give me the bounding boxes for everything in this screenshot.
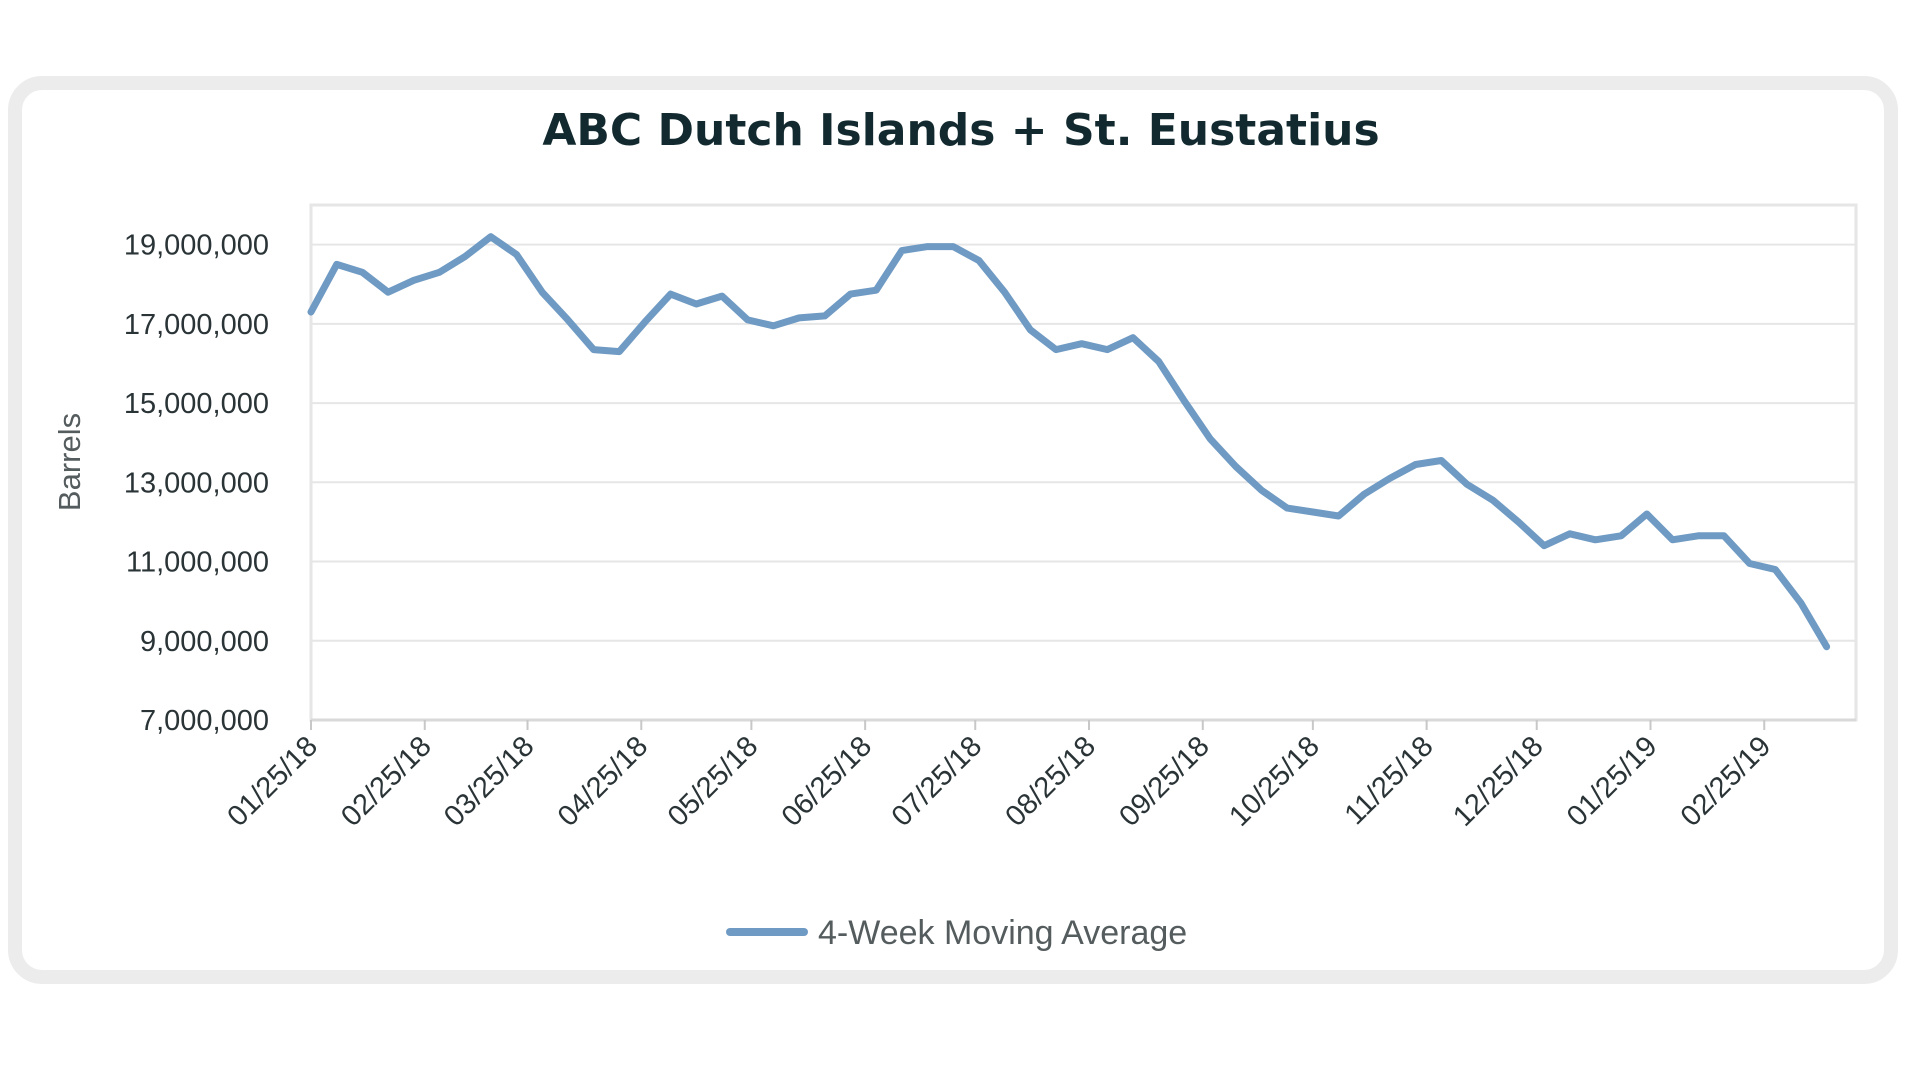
data-point [1002,290,1007,295]
data-point [334,262,339,267]
data-point [797,315,802,320]
y-tick-label: 17,000,000 [124,309,269,341]
data-point [1490,498,1495,503]
data-point [720,294,724,299]
x-tick-label: 03/25/18 [438,730,540,832]
x-tick-label: 06/25/18 [776,730,878,832]
data-point [771,323,776,328]
data-point [1413,462,1418,467]
data-point [1465,482,1469,487]
data-point [1079,341,1084,346]
series-line [307,233,1831,651]
x-tick-label: 05/25/18 [662,730,764,832]
x-tick-label: 01/25/19 [1561,730,1663,832]
y-tick-label: 11,000,000 [126,547,269,579]
chart-title: ABC Dutch Islands + St. Eustatius [542,105,1379,156]
data-point [1028,327,1033,332]
x-tick-label: 02/25/18 [335,730,437,832]
data-point [668,292,673,297]
data-point [694,302,699,306]
gridlines [311,243,1856,642]
x-tick-label: 04/25/18 [552,730,654,832]
data-point [1208,436,1213,441]
data-point [874,288,879,293]
data-point [514,252,519,257]
x-tick-label: 09/25/18 [1113,730,1215,832]
data-point [1310,510,1315,514]
y-tick-label: 9,000,000 [140,626,269,658]
data-point [1182,399,1187,404]
x-tick-label: 08/25/18 [1000,730,1102,832]
data-point [1362,492,1367,497]
data-point [617,349,622,354]
data-point [1285,506,1290,511]
data-point [463,254,468,259]
data-point [1799,601,1803,606]
data-point [1567,531,1572,536]
data-point [1439,458,1444,463]
data-point [1542,543,1547,548]
data-point [411,278,416,283]
data-point [1336,514,1341,518]
data-point [1696,533,1701,538]
data-point [745,317,750,322]
data-point [1105,347,1110,352]
x-tick-label: 10/25/18 [1223,730,1325,832]
y-tick-label: 19,000,000 [124,230,269,262]
legend-label: 4-Week Moving Average [818,914,1187,952]
data-point [848,292,853,297]
data-point [1387,476,1392,481]
data-point [1644,512,1649,516]
y-axis-label: Barrels [52,413,87,511]
data-point [591,347,596,352]
data-point [1721,533,1726,538]
data-point [565,317,570,322]
data-point [1747,561,1752,566]
data-point [360,270,365,275]
data-point [1516,519,1521,524]
data-point [951,244,956,249]
x-tick-label: 07/25/18 [886,730,988,832]
data-point [1593,537,1598,542]
x-tick-label: 11/25/18 [1339,730,1440,831]
data-point [1773,567,1778,572]
data-point [1670,537,1675,542]
x-tick-label: 01/25/18 [221,730,323,832]
data-point [1054,347,1058,352]
data-point [1259,488,1264,493]
data-point [540,290,545,295]
x-tick-label: 02/25/19 [1675,730,1777,832]
data-point [488,234,493,239]
legend: 4-Week Moving Average [726,914,1187,952]
data-point [1233,464,1238,469]
data-point [1131,335,1135,340]
data-point [1619,533,1624,538]
data-point [1824,644,1829,649]
y-tick-label: 7,000,000 [140,705,269,737]
series-group [307,233,1831,651]
data-point [1156,359,1161,364]
x-tick-label: 12/25/18 [1447,730,1549,832]
data-point [822,313,827,318]
data-point [309,310,313,314]
y-tick-label: 15,000,000 [124,388,269,420]
data-point [925,244,930,249]
data-point [386,290,391,295]
y-tick-label: 13,000,000 [124,467,269,499]
plot-area-frame [309,203,1858,722]
data-point [437,270,442,275]
data-point [899,248,904,253]
chart-card [8,76,1898,984]
data-point [976,258,981,263]
x-axis: 01/25/18 02/25/18 03/25/18 04/25/18 05/25/18… [221,718,1856,833]
data-point [643,319,647,324]
y-axis: 7,000,000 9,000,000 11,000,000 13,000,000 15… [124,230,269,737]
